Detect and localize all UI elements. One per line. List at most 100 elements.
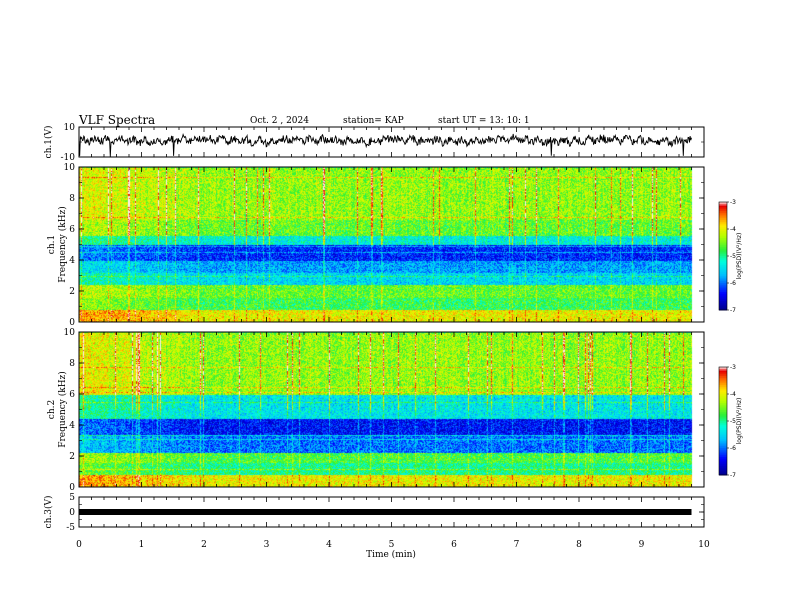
y-tick-label: 8 [69, 359, 75, 369]
colorbar-swatch [719, 460, 727, 463]
y-tick-label: -10 [61, 153, 76, 163]
colorbar-swatch [719, 408, 727, 411]
colorbar-swatch [719, 212, 727, 216]
ch1-spectrogram-y-ticks: 0 2 4 6 8 10 [64, 163, 704, 328]
time-axis-label: Time (min) [366, 549, 416, 560]
ch1-spectrogram-panel: 0 2 4 6 8 10 [64, 163, 705, 328]
y-tick-label: -5 [66, 523, 75, 533]
colorbar-swatch [719, 295, 727, 298]
colorbar-swatch [719, 221, 727, 225]
colorbar-swatch [719, 383, 727, 386]
colorbar-swatch [719, 458, 727, 462]
colorbar-swatch [719, 279, 727, 282]
colorbar-swatch [719, 424, 727, 427]
colorbar-swatch [719, 308, 727, 311]
colorbar-swatch [719, 292, 727, 295]
colorbar-swatch [719, 265, 727, 268]
colorbar-swatch [719, 376, 727, 379]
colorbar-swatch [719, 297, 727, 300]
colorbar-swatch [719, 455, 727, 458]
y-tick-label: 2 [69, 287, 75, 297]
colorbar-swatch [719, 403, 727, 406]
colorbar-swatch [719, 293, 727, 297]
colorbar-swatch [719, 428, 727, 431]
colorbar-swatch [719, 301, 727, 304]
colorbar-swatch [719, 394, 727, 397]
colorbar-swatch [719, 283, 727, 286]
colorbar-swatch [719, 440, 727, 444]
time-tick-label: 8 [576, 540, 582, 550]
colorbar-label: log(PSD)(V²/Hz) [736, 398, 743, 445]
ch1-waveform-trace [78, 132, 692, 157]
colorbar-swatch [719, 207, 727, 210]
ch3-waveform-ylabel: ch.3(V) [43, 496, 54, 529]
colorbar-swatch [719, 370, 727, 373]
colorbar-swatch [719, 410, 727, 413]
colorbar-swatch [719, 220, 727, 223]
colorbar-tick-label: -3 [730, 364, 736, 371]
colorbar-swatch [719, 433, 727, 436]
ch3-waveform-panel: 50-5 0 1 2 3 4 5 6 7 8 9 10 [66, 493, 710, 550]
colorbar-swatch [719, 368, 727, 372]
ch2-spectrogram-panel: 0 2 4 6 8 10 [64, 328, 705, 493]
colorbar-swatch [719, 218, 727, 221]
colorbar-swatch [719, 467, 727, 471]
colorbar-swatch [719, 399, 727, 402]
time-tick-label: 6 [451, 540, 457, 550]
ch2-spectrogram-image [79, 332, 704, 487]
colorbar-swatch [719, 259, 727, 262]
y-tick-label: 8 [69, 194, 75, 204]
colorbar-swatch [719, 275, 727, 279]
colorbar-swatch [719, 272, 727, 275]
colorbar-swatch [719, 254, 727, 257]
ch1-waveform-ylabel: ch.1(V) [43, 126, 54, 159]
ch2-spectrogram-y-ticks: 0 2 4 6 8 10 [64, 328, 704, 493]
colorbar-swatch [719, 247, 727, 250]
ch1-spectrogram-image [79, 167, 704, 322]
colorbar-swatch [719, 379, 727, 382]
colorbar-swatch [719, 234, 727, 237]
colorbar-swatch [719, 248, 727, 252]
colorbar-swatch [719, 390, 727, 393]
colorbar-swatch [719, 306, 727, 309]
colorbar-swatch [719, 413, 727, 417]
colorbar-swatch [719, 268, 727, 271]
y-tick-label: 6 [69, 225, 75, 235]
date-label: Oct. 2 , 2024 [250, 116, 309, 126]
time-tick-label: 1 [139, 540, 145, 550]
colorbar-swatch [719, 451, 727, 454]
colorbar-tick-label: -4 [730, 226, 736, 233]
colorbar-swatch [719, 421, 727, 424]
ch1-waveform-y-ticks: 10 -10 [61, 123, 704, 163]
ch1-waveform-panel: 10 -10 [61, 123, 705, 163]
colorbar-swatch [719, 406, 727, 409]
colorbar-swatch [719, 388, 727, 391]
colorbar-swatch [719, 426, 727, 429]
ch2-spectrogram-ylabel: ch.2Frequency (kHz) [47, 371, 68, 448]
colorbar-swatch [719, 381, 727, 384]
colorbar-swatch [719, 442, 727, 445]
colorbar-swatch [719, 209, 727, 212]
colorbar-swatch [719, 263, 727, 266]
colorbar-swatch [719, 299, 727, 302]
colorbar-swatch [719, 462, 727, 465]
colorbar-swatch [719, 257, 727, 261]
y-tick-label: 0 [69, 508, 75, 518]
colorbar-swatch [719, 412, 727, 415]
y-tick-label: 0 [69, 318, 75, 328]
ch3-waveform-trace [79, 509, 692, 515]
time-tick-label: 9 [639, 540, 645, 550]
colorbar-swatch [719, 422, 727, 426]
colorbar-tick-label: -5 [730, 418, 736, 425]
time-tick-label: 7 [514, 540, 520, 550]
colorbar-swatch [719, 256, 727, 259]
colorbar-swatch [719, 464, 727, 467]
colorbar-tick-label: -6 [730, 280, 736, 287]
colorbar-swatch [719, 236, 727, 239]
colorbar-swatch [719, 377, 727, 381]
colorbar-swatch [719, 437, 727, 440]
colorbar-swatch [719, 245, 727, 248]
ch1-colorbar: -3 -4 -5 -6 -7 log(PSD)(V²/Hz) [718, 199, 743, 314]
colorbar-swatch [719, 274, 727, 277]
ch3-waveform-x-ticks [78, 497, 705, 527]
